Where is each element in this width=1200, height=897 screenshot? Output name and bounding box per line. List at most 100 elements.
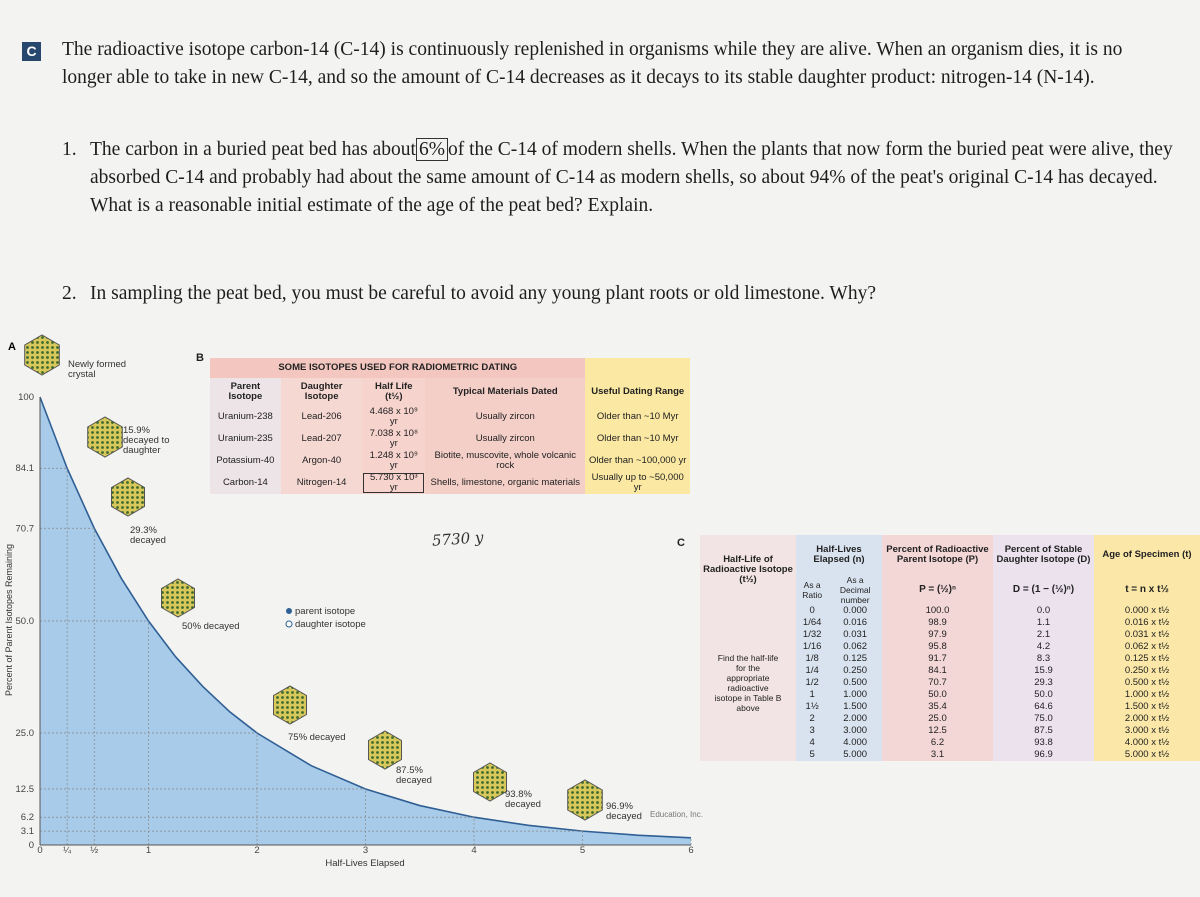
table-cell: 3.000 x t½ [1094, 725, 1200, 737]
table-cell [585, 358, 690, 378]
x-tick-label: ¼ [63, 845, 72, 856]
column-subheader: As a Ratio [796, 575, 829, 605]
circled-value: 6% [415, 138, 448, 161]
table-title-row: SOME ISOTOPES USED FOR RADIOMETRIC DATIN… [210, 358, 690, 378]
question-text-part: The carbon in a buried peat bed has abou… [90, 139, 416, 160]
question-number: 2. [62, 283, 77, 304]
table-cell: 100.0 [882, 605, 993, 617]
table-cell: Uranium-235 [210, 428, 281, 450]
table-row: 1/4 0.250 84.1 15.9 0.250 x t½ [700, 665, 1200, 677]
crystal-icon [473, 762, 507, 802]
panel-label: C [677, 537, 685, 549]
table-cell: 1.000 [828, 689, 882, 701]
table-cell: 0.250 [828, 665, 882, 677]
table-cell: 0.000 x t½ [1094, 605, 1200, 617]
table-row: 1/32 0.031 97.9 2.1 0.031 x t½ [700, 629, 1200, 641]
table-cell: 87.5 [993, 725, 1094, 737]
table-cell: 2.000 x t½ [1094, 713, 1200, 725]
table-cell: 64.6 [993, 701, 1094, 713]
table-cell: 0.500 x t½ [1094, 677, 1200, 689]
table-cell: 75.0 [993, 713, 1094, 725]
intro-paragraph: The radioactive isotope carbon-14 (C-14)… [62, 39, 1123, 88]
panel-label: A [8, 341, 16, 353]
table-cell: 1/8 [796, 653, 829, 665]
y-tick-label: 0 [29, 840, 34, 851]
table-cell: 5 [796, 749, 829, 761]
section-badge: C [22, 42, 41, 61]
x-tick-label: 5 [580, 845, 585, 856]
x-tick-label: 4 [471, 845, 476, 856]
table-cell: 70.7 [882, 677, 993, 689]
table-cell: Uranium-238 [210, 406, 281, 428]
table-row: 2 2.000 25.0 75.0 2.000 x t½ [700, 713, 1200, 725]
table-cell: Usually zircon [425, 406, 586, 428]
table-cell: 95.8 [882, 641, 993, 653]
table-cell: 1½ [796, 701, 829, 713]
table-title: SOME ISOTOPES USED FOR RADIOMETRIC DATIN… [210, 358, 586, 378]
table-cell: 5.000 x t½ [1094, 749, 1200, 761]
table-cell: 1/64 [796, 617, 829, 629]
table-cell: 0.0 [993, 605, 1094, 617]
table-cell: Older than ~10 Myr [585, 428, 690, 450]
table-cell: 0.062 [828, 641, 882, 653]
annotation: 75% decayed [288, 732, 346, 743]
column-header: Half-Life of Radioactive Isotope (t½) [700, 535, 796, 605]
column-subheader: As a Decimal number [828, 575, 882, 605]
table-row: 5 5.000 3.1 96.9 5.000 x t½ [700, 749, 1200, 761]
table-row: Uranium-235 Lead-207 7.038 x 10⁸ yr Usually… [210, 428, 690, 450]
table-cell: 0 [796, 605, 829, 617]
x-tick-label: 6 [688, 845, 693, 856]
y-tick-label: 84.1 [16, 463, 35, 474]
table-cell: 3.1 [882, 749, 993, 761]
column-header: Daughter Isotope [280, 378, 363, 406]
question-text: In sampling the peat bed, you must be ca… [90, 283, 876, 304]
table-row: 1½ 1.500 35.4 64.6 1.500 x t½ [700, 701, 1200, 713]
table-cell: Carbon-14 [210, 472, 281, 494]
legend-label: daughter isotope [295, 619, 366, 630]
y-tick-label: 12.5 [16, 784, 35, 795]
table-cell: Older than ~100,000 yr [585, 450, 690, 472]
table-cell: 98.9 [882, 617, 993, 629]
table-cell: 35.4 [882, 701, 993, 713]
decay-area [40, 397, 691, 845]
crystal-icon [567, 779, 603, 821]
table-row: 1/8 0.125 91.7 8.3 0.125 x t½ [700, 653, 1200, 665]
crystal-icon [111, 477, 145, 517]
table-cell: 97.9 [882, 629, 993, 641]
table-cell: 5.000 [828, 749, 882, 761]
table-cell: 2.000 [828, 713, 882, 725]
y-axis-title: Percent of Parent Isotopes Remaining [4, 544, 14, 696]
table-row: 3 3.000 12.5 87.5 3.000 x t½ [700, 725, 1200, 737]
y-tick-label: 25.0 [16, 728, 35, 739]
table-cell: 0.031 x t½ [1094, 629, 1200, 641]
y-tick-label: 3.1 [21, 826, 34, 837]
table-header-row: Half-Life of Radioactive Isotope (t½) Hal… [700, 535, 1200, 605]
table-header-row: Parent Isotope Daughter Isotope Half Life … [210, 378, 690, 406]
annotation: 93.8% decayed [505, 789, 541, 810]
annotation: 15.9% decayed to daughter [123, 425, 170, 456]
handwritten-note: 5730 y [431, 528, 484, 550]
table-cell: 15.9 [993, 665, 1094, 677]
crystal-icon [161, 578, 195, 618]
panel-label: B [196, 352, 204, 364]
table-cell: 0.031 [828, 629, 882, 641]
table-cell: 25.0 [882, 713, 993, 725]
table-cell: 2.1 [993, 629, 1094, 641]
table-cell: 0.125 [828, 653, 882, 665]
table-row: Carbon-14 Nitrogen-14 5.730 x 10³ yr Shells… [210, 472, 690, 494]
annotation: Newly formed crystal [68, 359, 127, 380]
column-subheader: P = (½)ⁿ [882, 575, 993, 605]
isotope-table: SOME ISOTOPES USED FOR RADIOMETRIC DATIN… [210, 358, 690, 494]
table-cell: Older than ~10 Myr [585, 406, 690, 428]
table-cell: 1/16 [796, 641, 829, 653]
table-cell: Lead-206 [280, 406, 363, 428]
crystal-icon [368, 730, 402, 770]
watermark: Education, Inc. [650, 810, 703, 819]
annotation: 87.5% decayed [396, 765, 432, 786]
table-cell: Shells, limestone, organic materials [425, 472, 586, 494]
y-tick-label: 70.7 [16, 523, 35, 534]
x-tick-label: 3 [363, 845, 368, 856]
table-cell: 1.000 x t½ [1094, 689, 1200, 701]
column-subheader: t = n x t½ [1094, 575, 1200, 605]
